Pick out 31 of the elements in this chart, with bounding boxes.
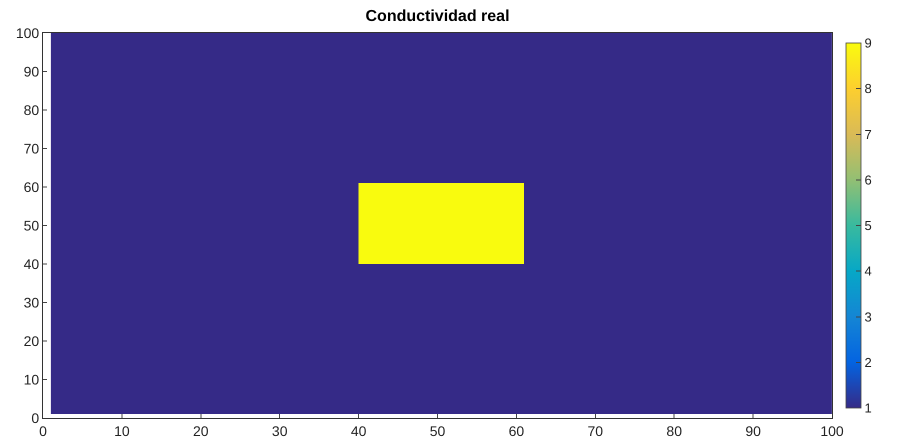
y-tick-label: 100 bbox=[16, 24, 40, 41]
x-tick-label: 30 bbox=[272, 422, 288, 439]
color-bar-label: 2 bbox=[864, 354, 872, 370]
color-bar-label: 3 bbox=[864, 309, 872, 324]
x-tick-label: 70 bbox=[588, 422, 604, 439]
x-tick-label: 20 bbox=[193, 422, 209, 439]
y-tick-label: 60 bbox=[24, 178, 40, 195]
y-tick-label: 70 bbox=[24, 140, 40, 156]
y-tick-label: 90 bbox=[24, 63, 40, 80]
y-tick-label: 10 bbox=[24, 371, 40, 388]
x-tick-label: 80 bbox=[666, 422, 682, 439]
color-bar-label: 7 bbox=[864, 126, 872, 142]
y-tick-label: 80 bbox=[24, 102, 40, 118]
y-tick-label: 50 bbox=[24, 217, 40, 234]
x-tick-label: 40 bbox=[350, 422, 367, 439]
color-bar-label: 6 bbox=[864, 172, 872, 188]
y-tick-label: 40 bbox=[24, 256, 40, 272]
x-tick-label: 90 bbox=[745, 422, 762, 439]
chart-title: Conductividad real bbox=[365, 8, 510, 26]
y-tick-label: 0 bbox=[31, 410, 40, 426]
y-tick-label: 20 bbox=[24, 332, 40, 349]
x-tick-label: 50 bbox=[430, 422, 446, 439]
color-bar-label: 5 bbox=[864, 218, 872, 234]
color-bar-label: 8 bbox=[864, 81, 872, 96]
color-bar-label: 4 bbox=[864, 264, 872, 279]
x-tick-label: 60 bbox=[508, 422, 524, 439]
x-tick-label: 10 bbox=[114, 422, 130, 439]
color-bar-label: 1 bbox=[864, 400, 872, 416]
y-tick-label: 30 bbox=[24, 294, 40, 310]
color-bar-label: 9 bbox=[864, 36, 872, 51]
x-tick-label: 100 bbox=[820, 422, 844, 439]
